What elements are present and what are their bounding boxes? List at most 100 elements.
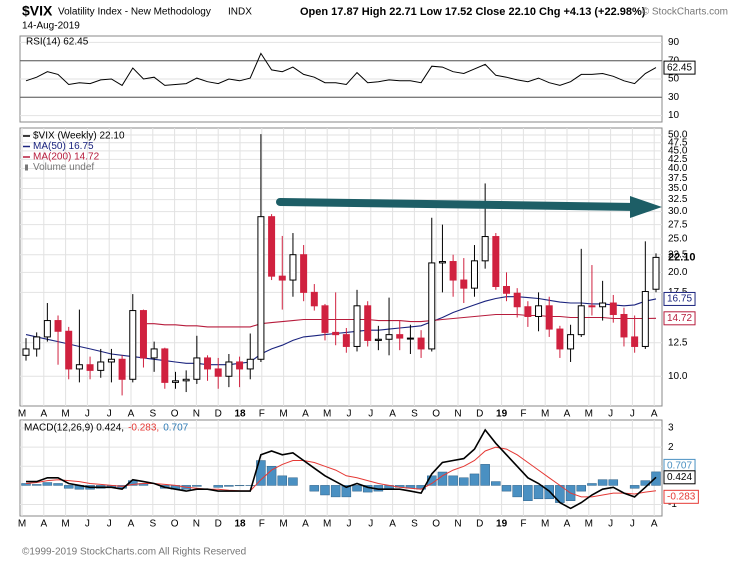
x-tick-label: A <box>651 519 658 530</box>
macd-line <box>26 428 657 510</box>
x-tick-label: J <box>347 519 352 530</box>
x-tick-label: N <box>454 519 461 530</box>
histogram-bar <box>480 464 490 486</box>
legend-entry: $VIX (Weekly) 22.10 <box>33 131 125 142</box>
candle-body <box>374 338 382 341</box>
candle-body <box>278 275 286 281</box>
candle-body <box>75 364 83 370</box>
candle-body <box>524 306 532 317</box>
histogram-bar <box>352 485 362 492</box>
candle-body <box>257 216 265 360</box>
y-tick-label: 20.0 <box>668 267 688 278</box>
x-tick-label: M <box>279 519 287 530</box>
legend-entry: MA(200) 14.72 <box>33 152 100 163</box>
y-tick-label: 27.5 <box>668 219 688 230</box>
candle-body <box>385 334 393 340</box>
x-tick-label: O <box>171 519 179 530</box>
rsi-line <box>25 52 657 87</box>
histogram-bar <box>587 483 597 486</box>
histogram-bar <box>533 485 544 500</box>
candle-body <box>289 254 297 281</box>
candle-body <box>503 285 511 294</box>
x-tick-label: S <box>411 519 418 530</box>
x-tick-label: 19 <box>496 519 508 530</box>
x-tick-label: S <box>149 409 156 420</box>
x-tick-label: M <box>61 409 69 420</box>
x-tick-label: A <box>128 409 135 420</box>
value-box <box>663 470 696 485</box>
candle-body <box>588 305 596 308</box>
histogram-bar <box>309 485 320 492</box>
candle-body <box>204 357 212 370</box>
x-tick-label: O <box>432 519 440 530</box>
x-tick-label: A <box>40 519 47 530</box>
x-tick-label: M <box>279 409 287 420</box>
signal-line <box>25 446 657 498</box>
x-tick-label: F <box>520 519 526 530</box>
histogram-bar <box>651 471 661 486</box>
candle-body <box>535 305 543 317</box>
date: 14-Aug-2019 <box>22 21 80 32</box>
x-tick-label: 18 <box>234 519 246 530</box>
histogram-bar <box>597 479 608 486</box>
panel <box>19 127 663 407</box>
y-tick-label: -1 <box>668 499 677 510</box>
x-tick-label: J <box>608 409 613 420</box>
candle-body <box>86 364 94 371</box>
y-tick-label: 25.0 <box>668 234 688 245</box>
x-tick-label: N <box>193 519 200 530</box>
histogram-bar <box>256 460 266 486</box>
histogram-bar <box>491 481 501 486</box>
histogram-bar <box>192 485 202 487</box>
value-box <box>663 291 696 306</box>
legend-entry: MA(50) 16.75 <box>33 141 94 152</box>
symbol: $VIX <box>22 3 53 19</box>
y-tick-label: 30.0 <box>668 206 688 217</box>
x-tick-label: A <box>389 519 396 530</box>
legend: RSI(14) 62.45 <box>26 37 89 48</box>
candle-body <box>321 305 329 333</box>
x-tick-label: D <box>215 519 222 530</box>
histogram-bar <box>320 485 330 496</box>
x-tick-label: J <box>368 519 373 530</box>
histogram-bar <box>576 485 587 492</box>
y-tick-label: 42.5 <box>668 154 688 165</box>
candle-body <box>577 305 585 336</box>
quote: Open 17.87 High 22.71 Low 17.52 Close 22… <box>300 6 646 18</box>
candle-body <box>65 330 73 370</box>
candle-body <box>332 331 340 336</box>
value-box <box>663 489 699 504</box>
x-tick-label: M <box>18 519 26 530</box>
candle-body <box>268 216 276 277</box>
histogram-bar <box>288 477 298 486</box>
x-tick-label: M <box>585 519 593 530</box>
histogram-bar <box>608 479 619 486</box>
brand: © StockCharts.com <box>642 7 728 18</box>
x-tick-label: M <box>61 519 69 530</box>
y-tick-label: 90 <box>668 37 680 48</box>
histogram-bar <box>448 475 458 486</box>
x-tick-label: F <box>259 519 265 530</box>
trend-arrow <box>276 196 662 218</box>
candle-body <box>641 291 649 347</box>
security-name: Volatility Index - New Methodology <box>58 7 211 18</box>
x-tick-label: D <box>215 409 222 420</box>
histogram-bar <box>224 485 234 487</box>
candle-body <box>54 320 62 332</box>
candle-body <box>225 361 233 377</box>
candle-body <box>171 380 179 383</box>
x-tick-label: J <box>85 409 90 420</box>
x-tick-label: D <box>476 409 483 420</box>
x-tick-label: A <box>302 519 309 530</box>
x-tick-label: M <box>323 409 331 420</box>
legend-entry: MACD(12,26,9) 0.424, <box>24 423 124 434</box>
y-tick-label: 35.0 <box>668 183 688 194</box>
y-tick-label: 40.0 <box>668 163 688 174</box>
histogram-bar <box>469 473 480 486</box>
histogram-bar <box>523 485 533 501</box>
value-label: 14.72 <box>667 313 692 324</box>
candle-body <box>214 368 222 377</box>
candle-body <box>139 310 147 359</box>
x-tick-label: 19 <box>496 409 508 420</box>
candle-body <box>470 260 478 289</box>
